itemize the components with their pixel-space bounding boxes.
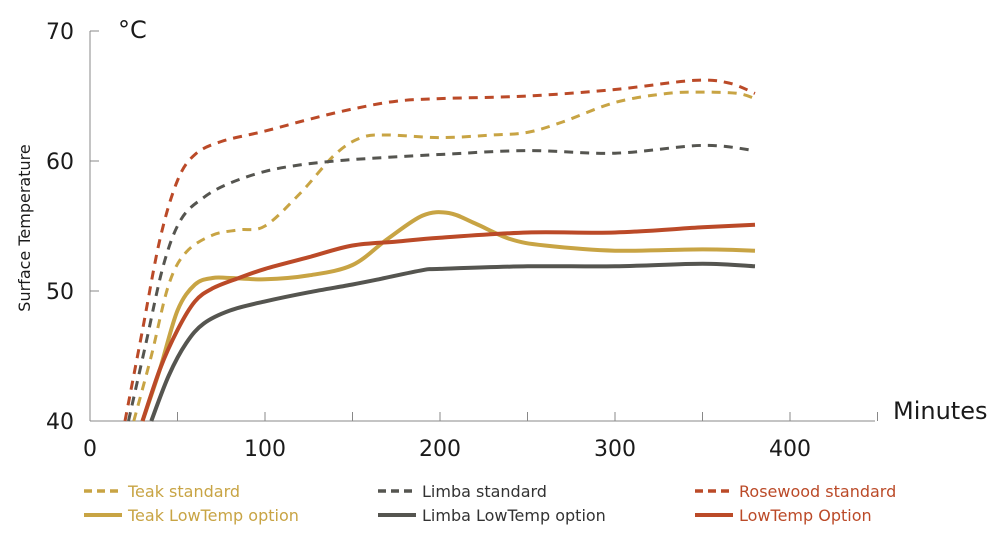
x-axis-label: Minutes <box>893 397 987 425</box>
series-line-rosewood-standard <box>123 78 756 422</box>
series-layer <box>123 78 756 422</box>
legend-label-limba-lowtemp-option: Limba LowTemp option <box>422 506 606 525</box>
y-axis-label: Surface Temperature <box>15 144 34 311</box>
series-line-teak-standard <box>132 90 756 422</box>
legend: Teak standard Limba standard Rosewood stan… <box>84 482 896 525</box>
series-line-lowtemp-option <box>140 222 756 422</box>
legend-label-limba-standard: Limba standard <box>422 482 547 501</box>
x-tick-label: 400 <box>769 437 811 462</box>
legend-label-teak-standard: Teak standard <box>127 482 240 501</box>
x-tick-label: 100 <box>244 437 286 462</box>
legend-label-lowtemp-option: LowTemp Option <box>739 506 872 525</box>
y-tick-label: 60 <box>46 150 74 175</box>
x-tick-label: 300 <box>594 437 636 462</box>
series-line-teak-lowtemp-option <box>140 210 756 422</box>
series-line-limba-standard <box>127 143 756 422</box>
legend-label-rosewood-standard: Rosewood standard <box>739 482 896 501</box>
legend-label-teak-lowtemp-option: Teak LowTemp option <box>127 506 299 525</box>
x-tick-label: 200 <box>419 437 461 462</box>
axes: 0 100 200 300 400 40 50 60 70 <box>46 20 878 462</box>
y-tick-label: 50 <box>46 280 74 305</box>
series-line-limba-lowtemp-option <box>149 261 756 422</box>
y-tick-label: 70 <box>46 20 74 45</box>
y-unit-label: °C <box>118 16 147 44</box>
y-tick-label: 40 <box>46 410 74 435</box>
x-tick-label: 0 <box>83 437 97 462</box>
